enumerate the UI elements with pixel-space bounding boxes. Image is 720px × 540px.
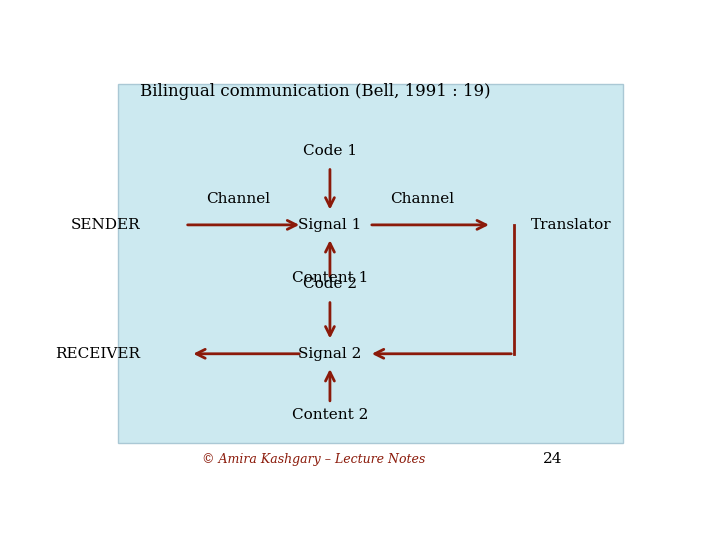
FancyBboxPatch shape <box>118 84 623 443</box>
Text: © Amira Kashgary – Lecture Notes: © Amira Kashgary – Lecture Notes <box>202 453 425 466</box>
Text: Signal 1: Signal 1 <box>298 218 361 232</box>
Text: SENDER: SENDER <box>71 218 140 232</box>
Text: Bilingual communication (Bell, 1991 : 19): Bilingual communication (Bell, 1991 : 19… <box>140 83 491 100</box>
Text: Channel: Channel <box>206 192 270 206</box>
Text: Content 2: Content 2 <box>292 408 368 422</box>
Text: Channel: Channel <box>390 192 454 206</box>
Text: Content 1: Content 1 <box>292 271 368 285</box>
Text: Code 1: Code 1 <box>303 144 357 158</box>
Text: 24: 24 <box>544 452 563 466</box>
Text: Translator: Translator <box>531 218 611 232</box>
Text: RECEIVER: RECEIVER <box>55 347 140 361</box>
Text: Code 2: Code 2 <box>303 278 357 292</box>
Text: Signal 2: Signal 2 <box>298 347 361 361</box>
